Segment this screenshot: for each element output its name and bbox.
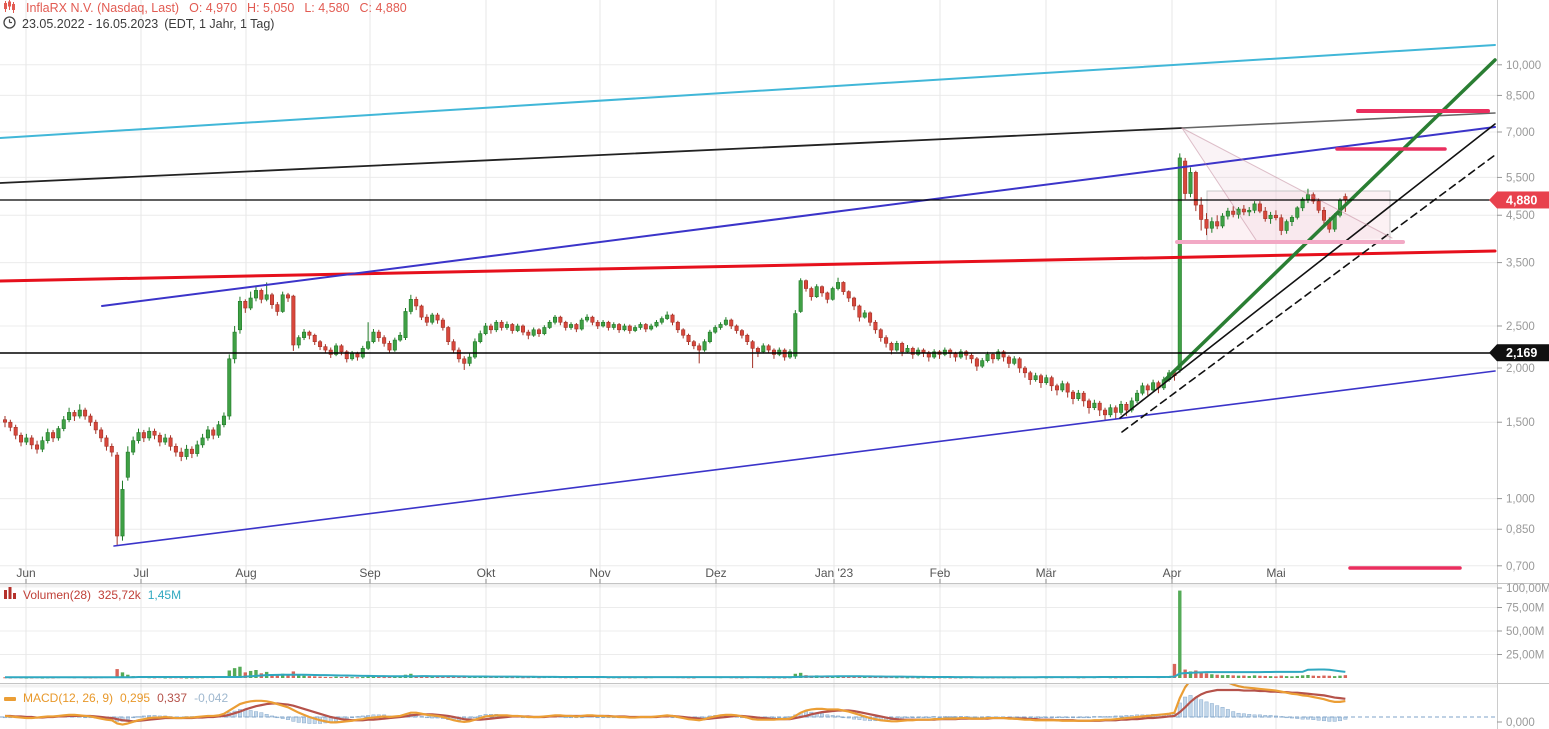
interval-settings: (EDT, 1 Jahr, 1 Tag) <box>164 17 275 31</box>
price-tick-label[interactable]: 2,000 <box>1506 363 1535 375</box>
month-label[interactable]: Mär <box>1036 566 1057 580</box>
candles-layer <box>2 153 1348 546</box>
volume-tick-label[interactable]: 25,00M <box>1506 650 1544 662</box>
price-tick-label[interactable]: 10,000 <box>1506 60 1541 72</box>
price-tick-label[interactable]: 0,850 <box>1506 524 1535 536</box>
symbol-title: InflaRX N.V. (Nasdaq, Last) <box>26 1 180 15</box>
candlestick-icon <box>3 0 16 17</box>
price-tick-label[interactable]: 8,500 <box>1506 90 1535 102</box>
macd-indicator-name: MACD(12, 26, 9) <box>23 691 114 705</box>
volume-ma-value: 1,45M <box>147 587 182 602</box>
clock-icon <box>3 16 16 33</box>
volume-tick-label[interactable]: 100,00M <box>1506 583 1549 595</box>
month-label[interactable]: Jul <box>133 566 148 580</box>
price-badge-arrow <box>1489 191 1497 209</box>
resistance-line-black[interactable] <box>0 127 1183 184</box>
month-label[interactable]: Nov <box>589 566 610 580</box>
price-tick-label[interactable]: 4,500 <box>1506 210 1535 222</box>
gridlines <box>0 0 1497 729</box>
panel-shadow <box>0 684 1549 688</box>
macd-line <box>4 684 1346 726</box>
month-label[interactable]: Sep <box>359 566 381 580</box>
trend-line-black-steep[interactable] <box>1119 123 1496 419</box>
price-tick-label[interactable]: 1,500 <box>1506 417 1535 429</box>
macd-value: 0,295 <box>120 691 151 705</box>
price-badge-arrow <box>1489 344 1497 362</box>
trend-line-blue-lower[interactable] <box>113 370 1496 547</box>
month-label[interactable]: Jan '23 <box>815 566 854 580</box>
volume-layer <box>3 590 1348 679</box>
wedge-line-2[interactable] <box>1181 127 1393 239</box>
volume-tick-label[interactable]: 75,00M <box>1506 603 1544 615</box>
price-tick-label[interactable]: 3,500 <box>1506 258 1535 270</box>
macd-signal-value: 0,337 <box>157 691 188 705</box>
macd-hist-value: -0,042 <box>194 691 229 705</box>
month-label[interactable]: Feb <box>930 566 951 580</box>
price-badge-label: 4,880 <box>1506 193 1537 207</box>
month-label[interactable]: Okt <box>477 566 496 580</box>
high-value: H: 5,050 <box>247 1 295 15</box>
volume-bars-icon <box>4 587 16 602</box>
volume-tick-label[interactable]: 50,00M <box>1506 626 1544 638</box>
macd-legend: MACD(12, 26, 9) 0,295 0,337 -0,042 <box>4 691 228 705</box>
volume-legend: Volumen(28) 325,72k 1,45M <box>4 587 181 602</box>
support-line-red[interactable] <box>0 249 1497 283</box>
volume-ma-line <box>5 668 1346 679</box>
resistance-line-gray[interactable] <box>1181 112 1496 129</box>
wedge-line-1[interactable] <box>1181 127 1259 244</box>
close-value: C: 4,880 <box>359 1 407 15</box>
month-label[interactable]: Aug <box>235 566 256 580</box>
price-badge-label: 2,169 <box>1506 346 1537 360</box>
open-value: O: 4,970 <box>189 1 238 15</box>
macd-layer <box>0 684 1497 726</box>
channel-line-cyan[interactable] <box>0 44 1496 139</box>
date-range: 23.05.2022 - 16.05.2023 <box>22 17 159 31</box>
price-tick-label[interactable]: 5,500 <box>1506 172 1535 184</box>
price-tick-label[interactable]: 7,000 <box>1506 127 1535 139</box>
volume-current-value: 325,72k <box>98 587 141 602</box>
price-badge-bg <box>1497 191 1549 209</box>
price-badge[interactable]: 2,169 <box>1489 344 1549 362</box>
month-label[interactable]: Jun <box>16 566 35 580</box>
panel-shadow <box>0 584 1549 588</box>
price-tick-label[interactable]: 1,000 <box>1506 494 1535 506</box>
month-label[interactable]: Dez <box>705 566 726 580</box>
price-tick-label[interactable]: 2,500 <box>1506 321 1535 333</box>
axis-column-bg <box>1497 0 1549 729</box>
trend-line-green[interactable] <box>1163 58 1497 382</box>
volume-indicator-name: Volumen(28) <box>23 587 92 602</box>
macd-tick-label[interactable]: 0,000 <box>1506 717 1535 729</box>
price-badge[interactable]: 4,880 <box>1489 191 1549 209</box>
trend-line-black-dashed[interactable] <box>1121 154 1496 433</box>
price-badge-bg <box>1497 344 1549 362</box>
macd-line-icon <box>4 691 16 705</box>
chart-header: InflaRX N.V. (Nasdaq, Last) O: 4,970 H: … <box>3 0 411 33</box>
month-label[interactable]: Mai <box>1266 566 1285 580</box>
price-tick-label[interactable]: 0,700 <box>1506 561 1535 573</box>
trend-line-blue-upper[interactable] <box>101 126 1496 307</box>
low-value: L: 4,580 <box>304 1 350 15</box>
month-label[interactable]: Apr <box>1163 566 1182 580</box>
